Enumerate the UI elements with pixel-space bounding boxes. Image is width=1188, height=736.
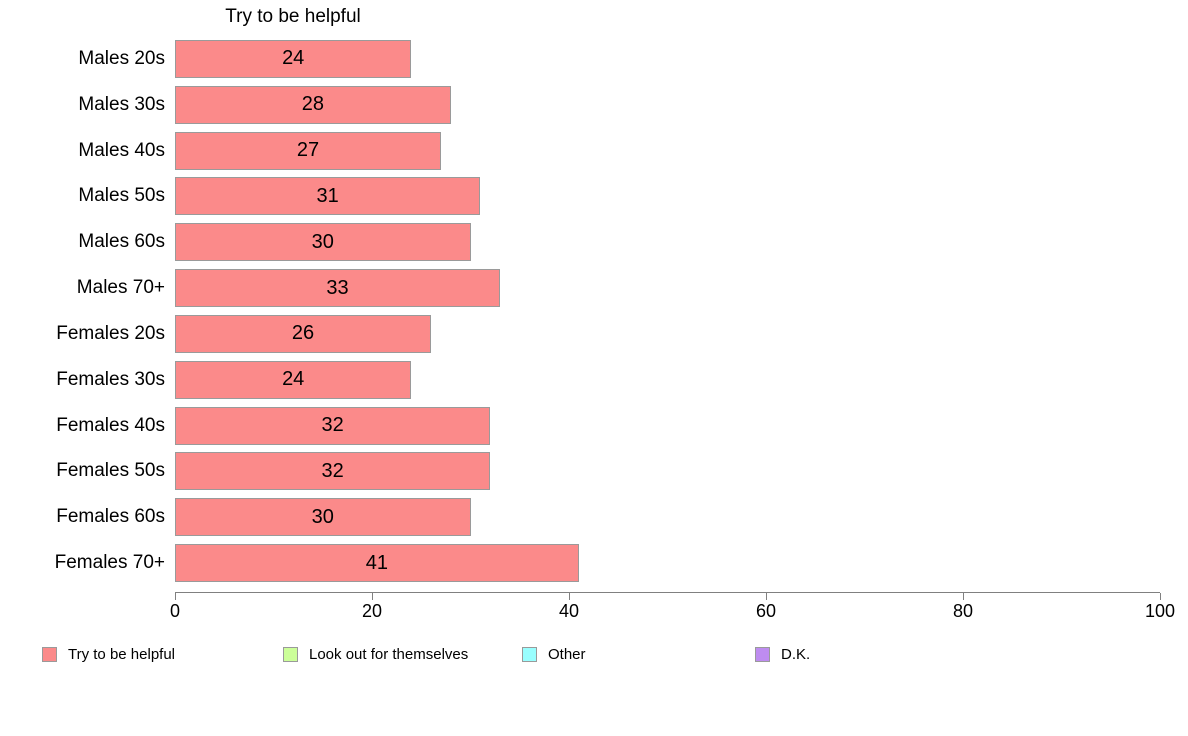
bar-value-label: 33 xyxy=(326,276,349,299)
tick-label: 40 xyxy=(558,601,580,621)
legend-item: D.K. xyxy=(755,646,810,663)
bar-row: Females 70+ 41 xyxy=(55,540,1160,586)
category-label: Females 30s xyxy=(56,368,165,390)
tick-label: 20 xyxy=(361,601,383,621)
bar: 28 xyxy=(175,85,451,124)
bar-rows: Males 20s 24 Males 30s 28 Males 40s 27 Males 5… xyxy=(55,36,1160,586)
bar-track: 32 xyxy=(175,403,1160,449)
category-label: Females 50s xyxy=(56,460,165,482)
bar-row: Females 20s 26 xyxy=(56,311,1160,357)
bar-value-label: 31 xyxy=(316,184,339,207)
bar-value-label: 32 xyxy=(321,414,344,437)
tick-mark xyxy=(1159,593,1161,600)
bar-track: 30 xyxy=(175,494,1160,540)
bar-row: Females 40s 32 xyxy=(56,403,1160,449)
bar: 30 xyxy=(175,223,471,262)
bar-row: Males 50s 31 xyxy=(78,173,1160,219)
tick-mark xyxy=(765,593,767,600)
bar-value-label: 30 xyxy=(311,505,334,528)
bar: 30 xyxy=(175,498,471,537)
plot-area: Males 20s 24 Males 30s 28 Males 40s 27 Males 5… xyxy=(55,36,1160,586)
tick-label: 100 xyxy=(1144,601,1176,621)
legend-item: Try to be helpful xyxy=(42,646,175,663)
bar-value-label: 26 xyxy=(291,322,315,345)
legend-item: Other xyxy=(522,646,586,663)
bar-row: Males 20s 24 xyxy=(78,36,1160,82)
category-label: Females 20s xyxy=(56,322,165,344)
bar-row: Females 60s 30 xyxy=(56,494,1160,540)
bar-value-label: 27 xyxy=(296,139,320,162)
legend-swatch xyxy=(755,647,770,662)
category-label: Males 40s xyxy=(78,139,165,161)
bar: 32 xyxy=(175,452,491,491)
bar: 27 xyxy=(175,131,441,170)
bar-value-label: 32 xyxy=(321,459,344,482)
bar-track: 26 xyxy=(175,311,1160,357)
legend: Try to be helpful Look out for themselves… xyxy=(0,646,1188,668)
legend-label: Try to be helpful xyxy=(68,646,175,663)
bar: 24 xyxy=(175,39,412,78)
legend-swatch xyxy=(283,647,298,662)
category-label: Males 60s xyxy=(78,231,165,253)
bar: 31 xyxy=(175,177,481,216)
bar: 24 xyxy=(175,360,412,399)
tick-label: 60 xyxy=(755,601,777,621)
legend-swatch xyxy=(42,647,57,662)
category-label: Females 70+ xyxy=(54,552,165,574)
bar-track: 32 xyxy=(175,448,1160,494)
bar-track: 24 xyxy=(175,36,1160,82)
bar-row: Males 60s 30 xyxy=(78,219,1160,265)
bar-track: 27 xyxy=(175,128,1160,174)
x-axis: 0 20 40 60 80 100 xyxy=(170,592,1175,621)
category-label: Females 40s xyxy=(56,414,165,436)
legend-label: Look out for themselves xyxy=(309,646,469,663)
bar-value-label: 41 xyxy=(365,551,389,574)
bar-row: Females 50s 32 xyxy=(56,448,1160,494)
category-label: Males 20s xyxy=(78,47,165,69)
bar-track: 33 xyxy=(175,265,1160,311)
tick-mark xyxy=(568,593,570,600)
bar-track: 41 xyxy=(175,540,1160,586)
bar-value-label: 30 xyxy=(311,230,334,253)
bar-value-label: 24 xyxy=(282,368,305,391)
category-label: Males 50s xyxy=(78,185,165,207)
bar: 32 xyxy=(175,406,491,445)
bar-row: Females 30s 24 xyxy=(56,357,1160,403)
bar-track: 28 xyxy=(175,82,1160,128)
bar: 41 xyxy=(175,544,579,583)
bar-value-label: 28 xyxy=(301,93,325,116)
chart-title: Try to be helpful xyxy=(225,6,361,27)
category-label: Males 70+ xyxy=(76,277,165,299)
legend-label: D.K. xyxy=(781,646,811,663)
bar-track: 30 xyxy=(175,219,1160,265)
tick-label: 80 xyxy=(952,601,974,621)
bar: 26 xyxy=(175,314,432,353)
tick-mark xyxy=(174,593,176,600)
bar: 33 xyxy=(175,269,501,308)
legend-item: Look out for themselves xyxy=(283,646,468,663)
tick-mark xyxy=(371,593,373,600)
category-label: Females 60s xyxy=(56,506,165,528)
legend-swatch xyxy=(522,647,537,662)
bar-value-label: 24 xyxy=(282,47,305,70)
tick-label: 0 xyxy=(169,601,181,621)
bar-row: Males 70+ 33 xyxy=(77,265,1160,311)
bar-row: Males 40s 27 xyxy=(78,128,1160,174)
bar-row: Males 30s 28 xyxy=(78,82,1160,128)
bar-track: 31 xyxy=(175,173,1160,219)
tick-mark xyxy=(962,593,964,600)
legend-label: Other xyxy=(548,646,586,663)
category-label: Males 30s xyxy=(78,93,165,115)
bar-track: 24 xyxy=(175,357,1160,403)
